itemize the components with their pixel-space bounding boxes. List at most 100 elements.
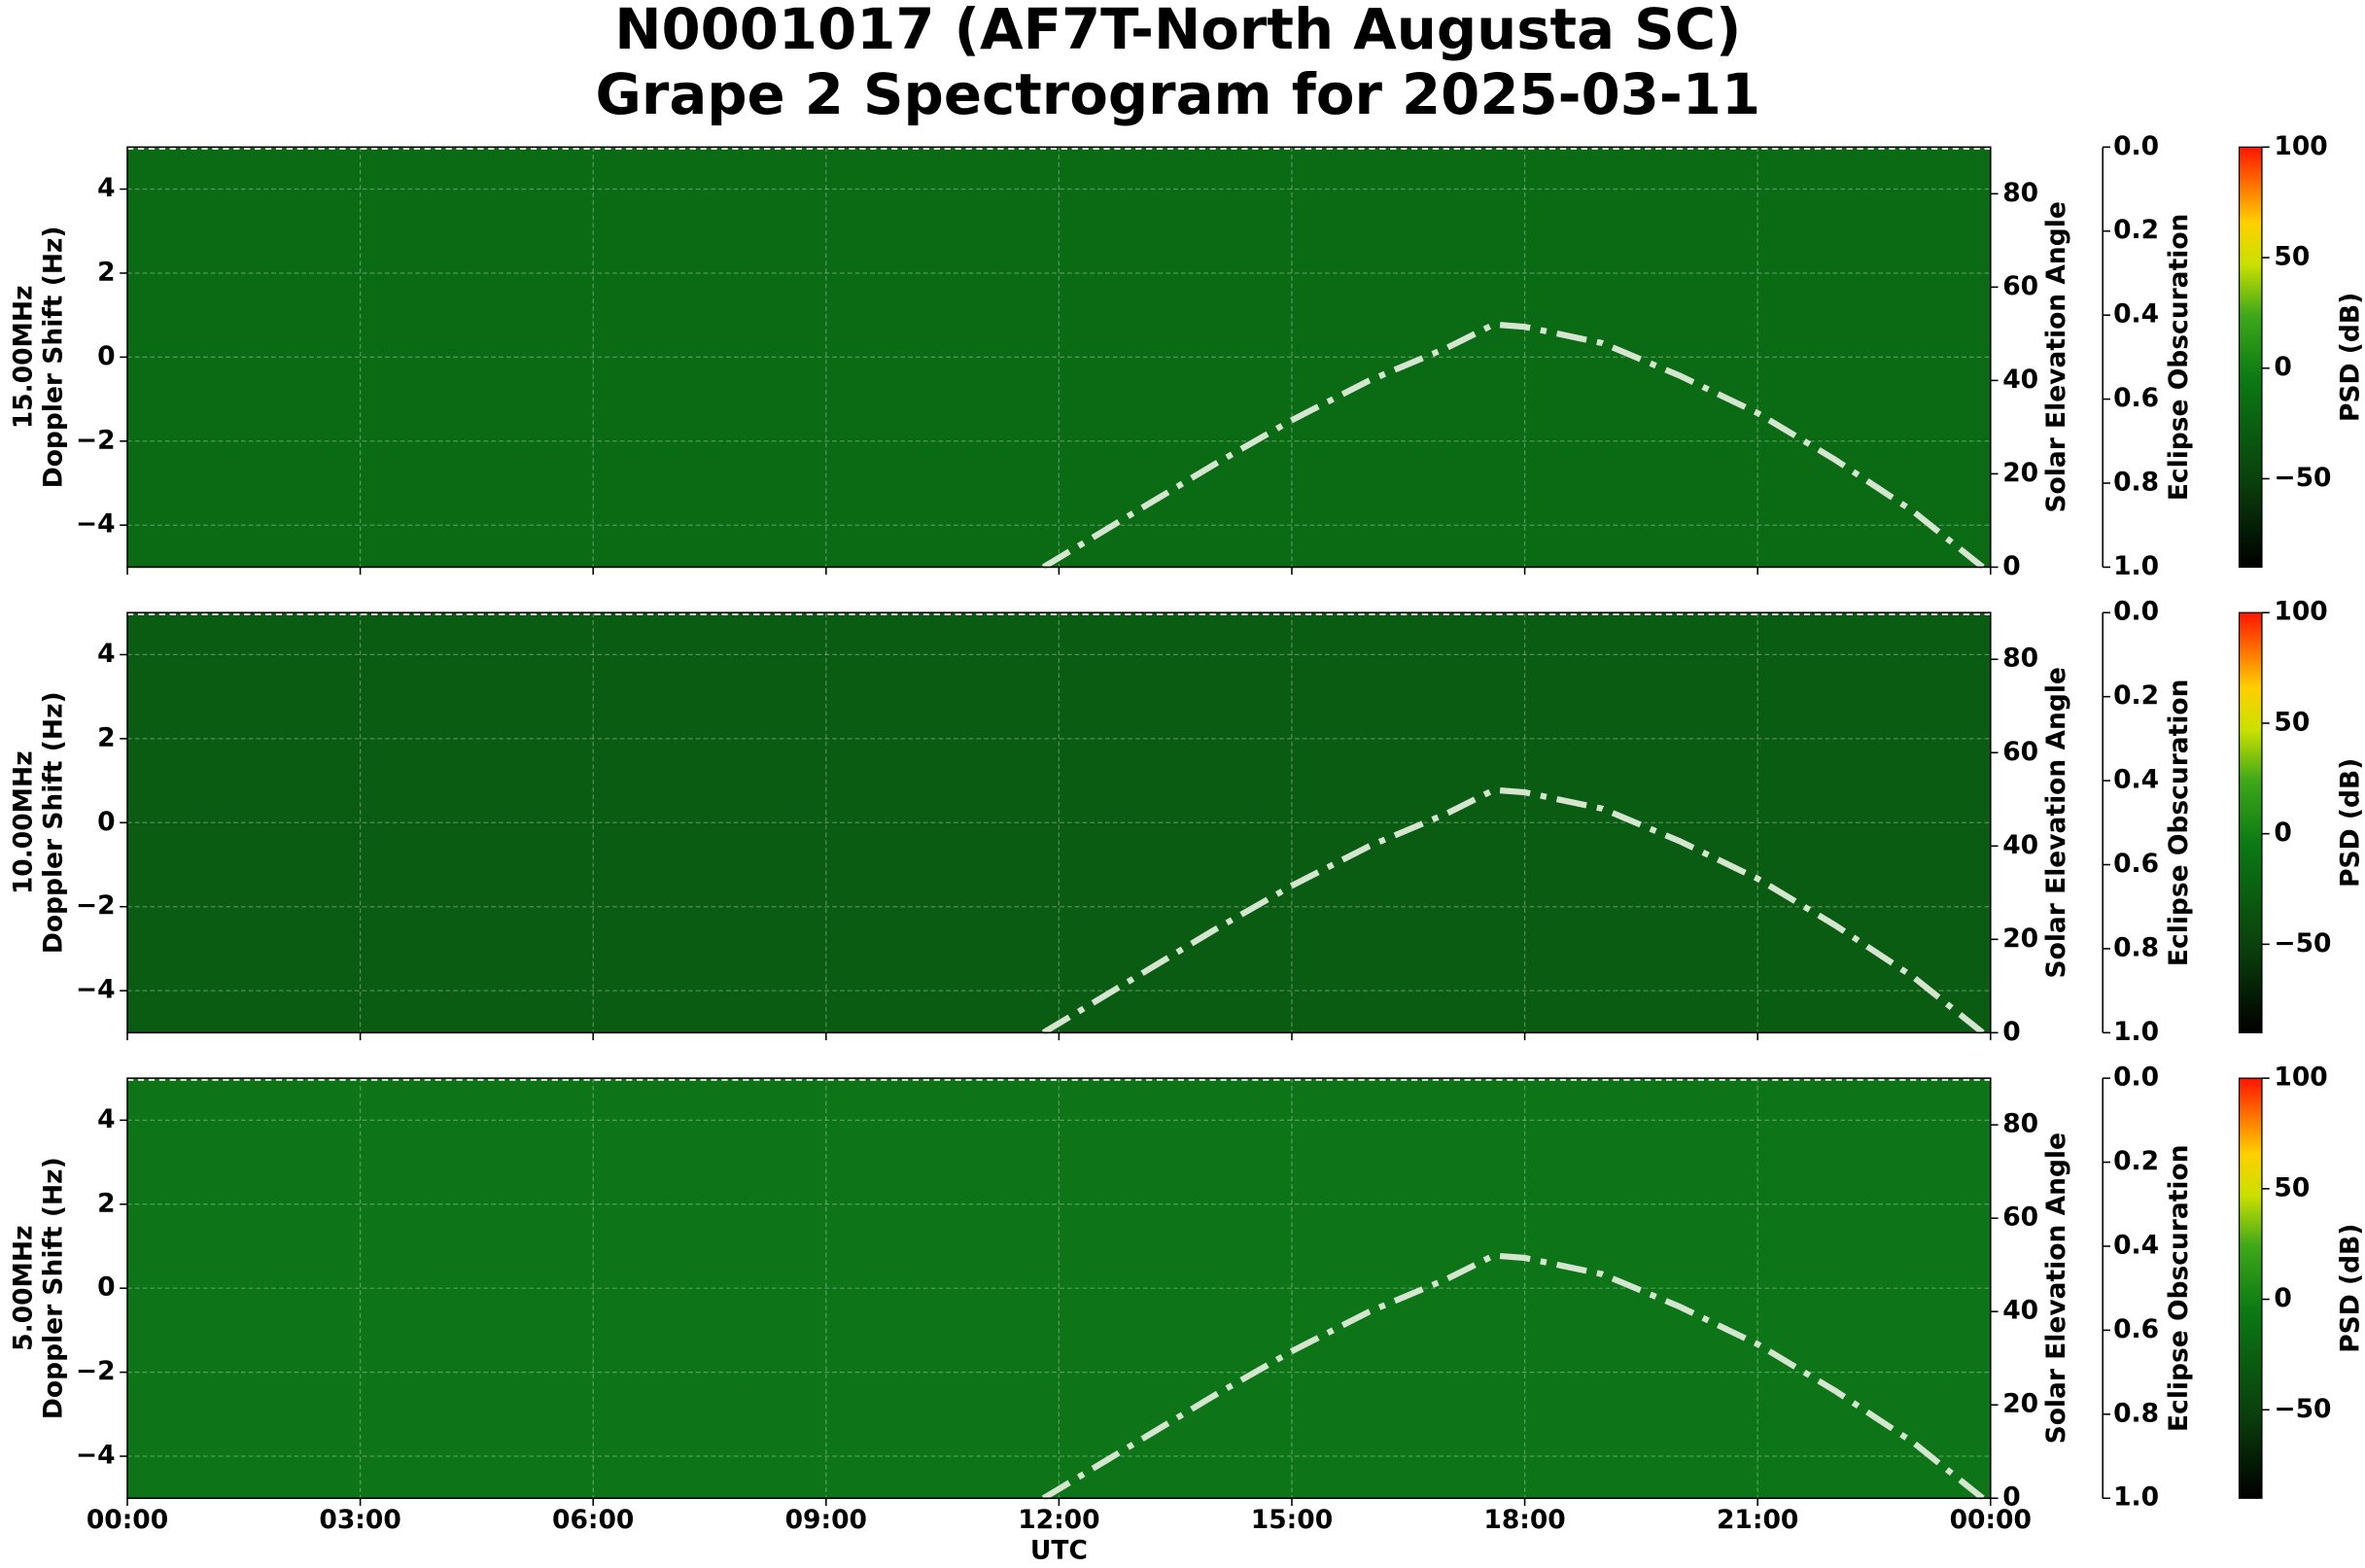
x-tick-label: 06:00 <box>552 1505 634 1535</box>
colorbar-tick-label: 100 <box>2274 597 2327 627</box>
y3-tick-label: 1.0 <box>2113 1482 2159 1513</box>
band-label: 10.00MHz <box>8 750 38 894</box>
y2-axis-label: Solar Elevation Angle <box>2041 201 2071 512</box>
y2-tick-label: 0 <box>2002 1482 2020 1513</box>
plot-frame <box>126 146 1992 569</box>
y-tick-label: 0 <box>97 807 115 837</box>
spectrogram-image <box>127 1078 1991 1499</box>
solar-elevation-line <box>1041 786 1985 1036</box>
y-tick-label: −4 <box>76 1441 116 1471</box>
plot-frame <box>126 611 1992 1034</box>
y2-tick-label: 60 <box>2002 271 2038 301</box>
x-tick-label: 00:00 <box>1950 1505 2032 1535</box>
y3-tick-label: 0.6 <box>2113 1314 2159 1344</box>
y3-axis-label: Eclipse Obscuration <box>2164 679 2194 966</box>
y-tick-label: −2 <box>76 425 116 455</box>
colorbar-tick-label: 100 <box>2274 1063 2327 1093</box>
x-tick-label: 21:00 <box>1717 1505 1798 1535</box>
y3-tick-label: 0.2 <box>2113 1146 2159 1176</box>
y2-tick-label: 20 <box>2002 458 2038 488</box>
x-axis-label: UTC <box>1030 1535 1088 1565</box>
y2-tick-label: 60 <box>2002 737 2038 767</box>
y2-tick-label: 80 <box>2002 1109 2038 1139</box>
y-tick-label: 0 <box>97 341 115 371</box>
y2-tick-label: 20 <box>2002 1389 2038 1419</box>
y3-tick-label: 0.2 <box>2113 215 2159 245</box>
solar-elevation-line <box>1041 321 1985 571</box>
band-label: 5.00MHz <box>8 1226 38 1351</box>
x-tick-label: 12:00 <box>1018 1505 1099 1535</box>
title-line: N0001017 (AF7T-North Augusta SC) <box>614 0 1741 62</box>
y2-tick-label: 20 <box>2002 923 2038 954</box>
x-tick-label: 00:00 <box>87 1505 168 1535</box>
colorbar-tick-label: 0 <box>2274 1283 2291 1313</box>
spectrogram-image <box>127 147 1991 568</box>
y2-tick-label: 40 <box>2002 1296 2038 1326</box>
y3-tick-label: 0.4 <box>2113 1230 2159 1260</box>
y3-tick-label: 0.8 <box>2113 468 2159 498</box>
colorbar-tick-label: 50 <box>2274 707 2310 737</box>
y-tick-label: 2 <box>97 722 115 752</box>
title-line: Grape 2 Spectrogram for 2025-03-11 <box>596 61 1761 127</box>
y3-tick-label: 0.0 <box>2113 131 2159 161</box>
spectrogram-image <box>127 612 1991 1033</box>
colorbar-tick-label: −50 <box>2274 1394 2331 1424</box>
y3-tick-label: 0.8 <box>2113 932 2159 962</box>
x-tick-label: 03:00 <box>319 1505 400 1535</box>
y3-tick-label: 0.4 <box>2113 299 2159 330</box>
y2-tick-label: 0 <box>2002 551 2020 581</box>
y-tick-label: 2 <box>97 257 115 287</box>
x-tick-label: 15:00 <box>1251 1505 1333 1535</box>
colorbar-label: PSD (dB) <box>2335 1224 2365 1353</box>
colorbar-tick-label: 50 <box>2274 1172 2310 1202</box>
y-tick-label: 0 <box>97 1272 115 1303</box>
colorbar-tick-label: 0 <box>2274 818 2291 848</box>
y-tick-label: 4 <box>97 1104 115 1134</box>
y-tick-label: 4 <box>97 639 115 669</box>
x-tick-label: 18:00 <box>1483 1505 1565 1535</box>
colorbar-tick-label: 50 <box>2274 242 2310 272</box>
y3-axis-label: Eclipse Obscuration <box>2164 214 2194 502</box>
colorbar <box>2238 611 2263 1033</box>
colorbar-tick-label: 0 <box>2274 352 2291 382</box>
y2-tick-label: 0 <box>2002 1017 2020 1047</box>
y-axis-label: Doppler Shift (Hz) <box>39 1157 69 1419</box>
y2-tick-label: 80 <box>2002 178 2038 208</box>
plot-frame <box>126 1077 1992 1500</box>
y3-tick-label: 0.8 <box>2113 1398 2159 1428</box>
y-axis-label: Doppler Shift (Hz) <box>39 226 69 488</box>
y3-tick-label: 0.0 <box>2113 597 2159 627</box>
y2-tick-label: 60 <box>2002 1202 2038 1233</box>
y3-tick-label: 0.4 <box>2113 765 2159 795</box>
colorbar-tick-label: 100 <box>2274 131 2327 161</box>
y-tick-label: −2 <box>76 1356 116 1386</box>
y2-tick-label: 40 <box>2002 365 2038 395</box>
y3-tick-label: 0.2 <box>2113 680 2159 711</box>
y2-tick-label: 40 <box>2002 830 2038 860</box>
y-tick-label: 4 <box>97 173 115 203</box>
solar-elevation-line <box>1041 1252 1985 1501</box>
y3-tick-label: 0.6 <box>2113 849 2159 879</box>
colorbar-label: PSD (dB) <box>2335 758 2365 888</box>
colorbar-label: PSD (dB) <box>2335 293 2365 422</box>
y-tick-label: −4 <box>76 509 116 540</box>
y-tick-label: −2 <box>76 890 116 921</box>
y3-tick-label: 1.0 <box>2113 551 2159 581</box>
y2-axis-label: Solar Elevation Angle <box>2041 667 2071 978</box>
colorbar-tick-label: −50 <box>2274 928 2331 958</box>
y2-axis-label: Solar Elevation Angle <box>2041 1132 2071 1444</box>
y2-tick-label: 80 <box>2002 644 2038 674</box>
band-label: 15.00MHz <box>8 285 38 429</box>
y3-axis-label: Eclipse Obscuration <box>2164 1144 2194 1432</box>
y-tick-label: 2 <box>97 1188 115 1218</box>
y-axis-label: Doppler Shift (Hz) <box>39 691 69 954</box>
x-tick-label: 09:00 <box>785 1505 867 1535</box>
colorbar-tick-label: −50 <box>2274 463 2331 493</box>
colorbar <box>2238 146 2263 569</box>
y3-tick-label: 1.0 <box>2113 1017 2159 1047</box>
y3-tick-label: 0.6 <box>2113 383 2159 413</box>
y3-tick-label: 0.0 <box>2113 1063 2159 1093</box>
colorbar <box>2238 1077 2263 1499</box>
